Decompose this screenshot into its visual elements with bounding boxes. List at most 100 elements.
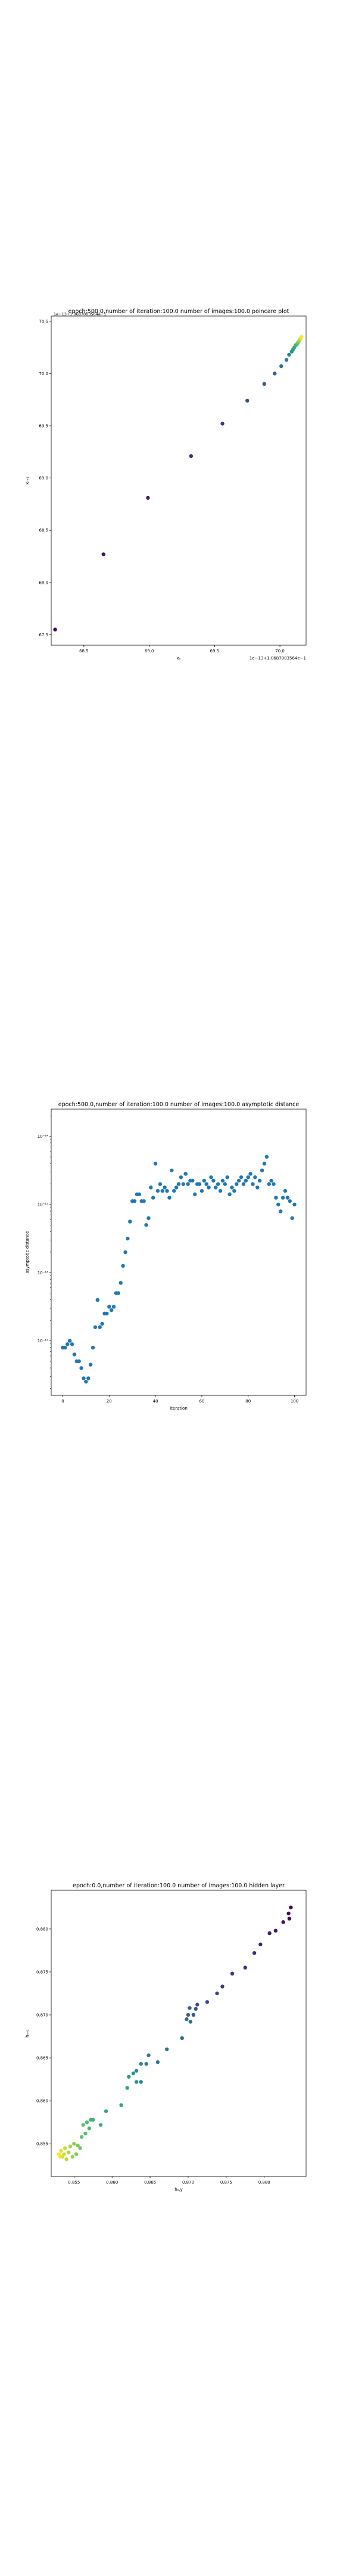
data-point (98, 1325, 102, 1329)
data-point (216, 1182, 220, 1186)
data-point (53, 627, 57, 631)
data-point (279, 364, 283, 369)
data-point (116, 1291, 121, 1295)
y-tick-label: 10⁻¹⁷ (38, 1339, 48, 1343)
data-point (127, 2075, 131, 2079)
data-point (220, 422, 224, 426)
data-point (84, 1379, 88, 1384)
data-point (262, 382, 266, 386)
data-point (244, 1178, 248, 1183)
chart-title: epoch:500.0,number of iteration:100.0 nu… (68, 308, 289, 315)
data-point (260, 1168, 264, 1173)
data-point (188, 2006, 192, 2010)
data-point (128, 1219, 132, 1224)
data-point (202, 1178, 206, 1183)
x-axis-label: hₙ,y (174, 2187, 183, 2192)
data-point (167, 1196, 172, 1200)
data-point (232, 1188, 236, 1193)
plot-frame (51, 315, 307, 646)
x-tick-label: 69.0 (145, 649, 154, 654)
data-point (131, 2071, 136, 2076)
plot-frame (51, 1109, 307, 1396)
y-tick-label: 0.870 (36, 2013, 48, 2018)
x-tick-label: 0.875 (220, 2180, 232, 2185)
data-point (241, 1182, 246, 1186)
data-point (181, 1182, 185, 1186)
data-point (93, 1325, 98, 1329)
data-point (285, 1196, 290, 1200)
data-point (267, 1182, 271, 1186)
data-point (72, 2142, 76, 2146)
data-point (204, 1182, 208, 1186)
data-point (163, 1185, 167, 1190)
x-tick-label: 0 (61, 1399, 64, 1404)
y-tick-label: 69.5 (39, 424, 48, 429)
data-point (151, 1196, 155, 1200)
y-tick-label: 68.5 (39, 528, 48, 533)
x-tick-label: 0.880 (258, 2180, 270, 2185)
data-point (121, 1264, 125, 1268)
data-point (193, 1192, 197, 1197)
data-point (281, 1920, 285, 1924)
data-point (235, 1182, 239, 1186)
x-axis-label: xₙ (177, 656, 181, 661)
data-point (284, 358, 289, 362)
data-point (111, 1305, 116, 1309)
data-point (186, 2012, 191, 2017)
data-point (194, 2007, 198, 2011)
data-point (300, 335, 304, 339)
data-point (191, 1178, 195, 1183)
chart-title: epoch:500.0,number of iteration:100.0 nu… (58, 1101, 300, 1108)
data-point (79, 1366, 83, 1370)
plot-frame (51, 1890, 307, 2177)
y-axis-label: asymptotic distance (25, 1231, 30, 1274)
data-point (220, 1178, 225, 1183)
data-point (209, 1175, 213, 1179)
data-point (126, 1236, 130, 1241)
data-point (123, 1250, 127, 1255)
y-tick-label: 0.855 (36, 2142, 48, 2147)
y-tick-label: 70.0 (39, 371, 48, 376)
data-point (257, 1178, 262, 1183)
data-point (165, 1188, 169, 1193)
y-tick-label: 0.865 (36, 2056, 48, 2061)
x-tick-label: 0.860 (106, 2180, 118, 2185)
data-point (272, 1182, 276, 1186)
data-point (70, 1342, 74, 1346)
data-point (273, 371, 277, 376)
data-point (59, 2148, 63, 2153)
data-point (189, 454, 194, 459)
data-point (57, 2152, 61, 2156)
data-point (146, 496, 150, 500)
data-point (170, 1168, 174, 1173)
data-point (109, 1308, 114, 1312)
data-point (227, 1192, 232, 1197)
y-axis-label: hₙ₊₁ (25, 2029, 30, 2038)
data-point (207, 1185, 211, 1190)
data-point (64, 2157, 68, 2162)
x-tick-label: 0.855 (68, 2180, 80, 2185)
data-point (149, 1185, 153, 1190)
data-point (142, 1199, 146, 1203)
data-point (286, 1911, 291, 1916)
data-point (280, 1196, 285, 1200)
data-point (86, 1376, 91, 1380)
data-point (76, 2143, 80, 2148)
data-point (79, 2135, 84, 2139)
data-point (267, 1931, 272, 1936)
data-point (105, 1311, 109, 1316)
x-offset-label: 1e−13+1.0687003564e−1 (250, 656, 306, 661)
data-point (82, 1376, 86, 1380)
data-point (248, 1172, 252, 1176)
data-point (214, 1185, 218, 1190)
data-point (146, 2053, 151, 2057)
data-point (215, 1991, 219, 1996)
data-point (87, 2126, 92, 2131)
data-point (269, 1178, 273, 1183)
data-point (185, 2017, 189, 2021)
data-point (255, 1185, 260, 1190)
data-point (289, 1905, 293, 1910)
data-point (195, 2002, 199, 2007)
data-point (98, 2123, 103, 2127)
data-point (236, 1178, 241, 1183)
